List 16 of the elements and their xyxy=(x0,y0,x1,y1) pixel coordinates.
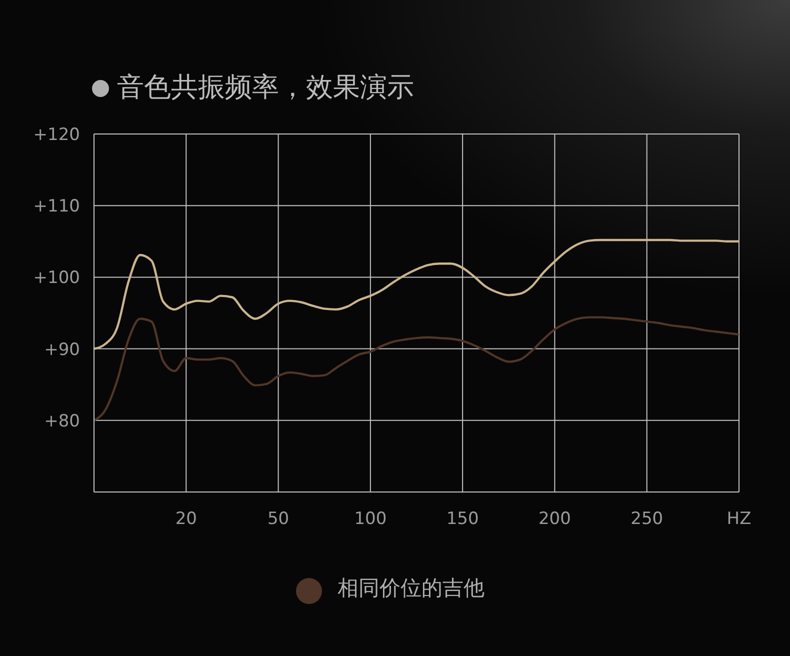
x-tick-label: 20 xyxy=(175,509,197,530)
legend-label: 相同价位的吉他 xyxy=(338,576,484,600)
line-series xyxy=(94,316,739,422)
x-tick-label: 200 xyxy=(538,509,571,530)
x-tick-label: 50 xyxy=(267,509,290,530)
x-tick-label: 100 xyxy=(354,509,387,530)
y-tick-label: +110 xyxy=(33,196,80,217)
chart-title: 音色共振频率，效果演示 xyxy=(117,71,414,105)
line-series xyxy=(94,238,739,350)
x-tick-label: 150 xyxy=(446,509,479,530)
y-tick-label: +100 xyxy=(33,268,80,288)
x-tick-label: 250 xyxy=(630,509,664,530)
x-tick-label: HZ xyxy=(726,509,752,530)
y-tick-label: +90 xyxy=(44,340,80,360)
y-tick-label: +80 xyxy=(44,411,80,432)
y-tick-label: +120 xyxy=(33,125,80,146)
